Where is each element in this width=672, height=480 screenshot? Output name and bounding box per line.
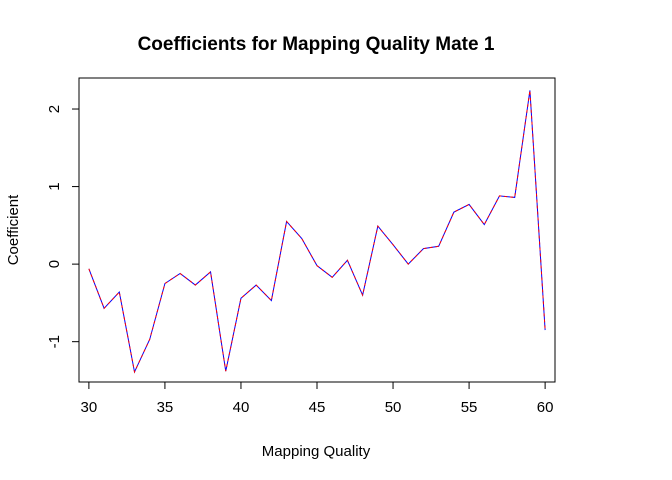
x-axis: 30 35 40 45 50 55 60 — [81, 381, 554, 416]
x-axis-label: Mapping Quality — [262, 443, 371, 460]
series-line-1 — [88, 90, 546, 374]
y-tick-label: 0 — [46, 260, 63, 268]
series-layer — [88, 90, 546, 374]
series-line-2 — [88, 90, 546, 374]
x-tick-label: 50 — [385, 399, 402, 416]
chart-title: Coefficients for Mapping Quality Mate 1 — [138, 34, 495, 55]
y-tick-label: 1 — [46, 182, 63, 190]
x-tick-label: 35 — [157, 399, 174, 416]
y-tick-label: -1 — [46, 335, 63, 348]
x-tick-label: 60 — [537, 399, 554, 416]
y-tick-label: 2 — [46, 105, 63, 113]
y-axis-label: Coefficient — [5, 194, 22, 265]
x-tick-label: 45 — [309, 399, 326, 416]
y-axis: -1 0 1 2 — [46, 105, 80, 348]
x-tick-label: 55 — [461, 399, 478, 416]
x-tick-label: 30 — [81, 399, 98, 416]
x-tick-label: 40 — [233, 399, 250, 416]
